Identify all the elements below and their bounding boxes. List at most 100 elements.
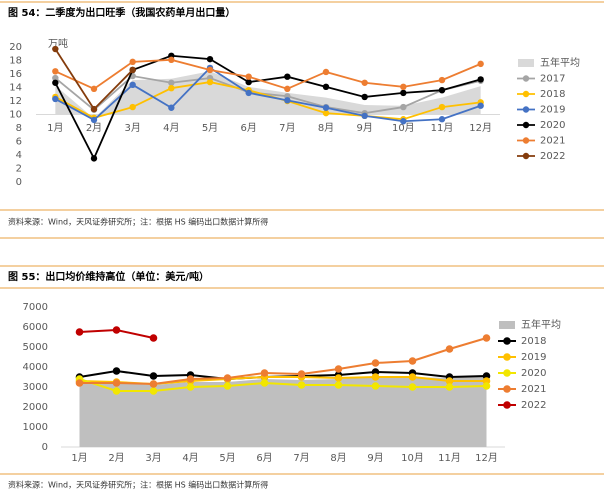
x-tick-label: 10月: [401, 452, 424, 464]
x-tick-label: 7月: [293, 452, 309, 464]
point: [438, 116, 446, 123]
point: [322, 109, 330, 117]
point: [206, 55, 214, 63]
series-line: [79, 337, 487, 386]
legend-label: 五年平均: [521, 318, 561, 331]
point: [186, 375, 195, 383]
legend-swatch: [522, 121, 530, 129]
x-tick-label: 5月: [219, 452, 235, 464]
point: [408, 357, 417, 365]
point: [168, 79, 175, 86]
point: [334, 381, 343, 389]
point: [260, 369, 269, 377]
series-line: [54, 66, 481, 123]
y-tick-label: 6000: [23, 322, 48, 333]
legend-label: 2020: [540, 120, 565, 131]
point: [371, 359, 380, 367]
y-tick-label: 16: [9, 69, 22, 80]
point: [361, 79, 368, 86]
x-tick-label: 2月: [108, 452, 124, 464]
point: [438, 103, 446, 111]
point: [186, 383, 195, 391]
legend-label: 2021: [540, 136, 565, 147]
point: [334, 374, 343, 382]
x-tick-label: 6月: [256, 452, 272, 464]
point: [168, 56, 175, 64]
point: [334, 365, 343, 373]
point: [438, 87, 446, 94]
point: [52, 79, 59, 86]
point: [129, 103, 136, 111]
point: [400, 118, 407, 125]
point: [445, 377, 454, 385]
point: [477, 102, 484, 109]
legend-swatch: [522, 137, 530, 144]
point: [322, 68, 330, 76]
x-tick-label: 2月: [86, 122, 102, 134]
series-line: [54, 81, 481, 121]
x-tick-label: 6月: [240, 122, 256, 134]
legend-swatch: [522, 75, 530, 82]
point: [260, 379, 269, 387]
y-tick-label: 0: [16, 177, 22, 188]
point: [245, 78, 252, 86]
point: [223, 382, 232, 390]
point: [322, 104, 330, 111]
point: [149, 372, 158, 380]
legend-label: 2021: [521, 384, 546, 395]
y-tick-label: 18: [9, 56, 22, 67]
legend-label: 2017: [540, 74, 565, 85]
y-tick-label: 0: [42, 442, 48, 453]
x-tick-label: 9月: [367, 452, 383, 464]
point: [371, 373, 380, 381]
point: [75, 328, 84, 336]
legend-label: 2019: [521, 352, 546, 363]
point: [75, 379, 84, 387]
x-tick-label: 9月: [356, 122, 372, 134]
x-tick-label: 3月: [145, 452, 161, 464]
y-tick-label: 4000: [23, 362, 48, 373]
x-tick-label: 4月: [163, 122, 179, 134]
point: [245, 73, 252, 80]
point: [477, 60, 484, 68]
legend-swatch: [522, 106, 530, 113]
legend-label: 2018: [521, 336, 546, 347]
point: [112, 367, 121, 375]
legend-swatch: [518, 59, 534, 67]
legend-swatch: [499, 321, 515, 329]
x-tick-label: 10月: [392, 122, 415, 134]
source-note: 资料来源：Wind，天风证券研究所；注：根据 HS 编码出口数据计算所得: [8, 217, 268, 227]
point: [361, 112, 368, 120]
point: [168, 84, 175, 92]
point: [297, 370, 306, 378]
y-tick-label: 1000: [23, 422, 48, 433]
y-tick-label: 3000: [23, 382, 48, 393]
area: [79, 376, 487, 447]
point: [408, 373, 417, 381]
y-tick-label: 2: [16, 164, 22, 175]
legend-swatch: [503, 353, 511, 361]
point: [90, 155, 98, 162]
y-tick-label: 5000: [23, 342, 48, 353]
legend-swatch: [522, 152, 530, 160]
point: [90, 116, 98, 124]
point: [371, 382, 380, 390]
point: [482, 382, 491, 390]
legend-swatch: [503, 385, 511, 393]
point: [438, 76, 446, 84]
point: [445, 345, 454, 353]
legend-label: 2022: [540, 151, 565, 162]
point: [168, 104, 175, 111]
point: [284, 73, 291, 80]
y-tick-label: 8: [16, 123, 22, 134]
x-tick-label: 1月: [71, 452, 87, 464]
point: [149, 387, 158, 395]
legend-label: 2022: [521, 400, 546, 411]
y-tick-label: 20: [9, 42, 22, 53]
point: [245, 89, 252, 97]
point: [129, 66, 136, 74]
point: [52, 45, 59, 53]
point: [90, 85, 98, 93]
point: [400, 103, 407, 111]
